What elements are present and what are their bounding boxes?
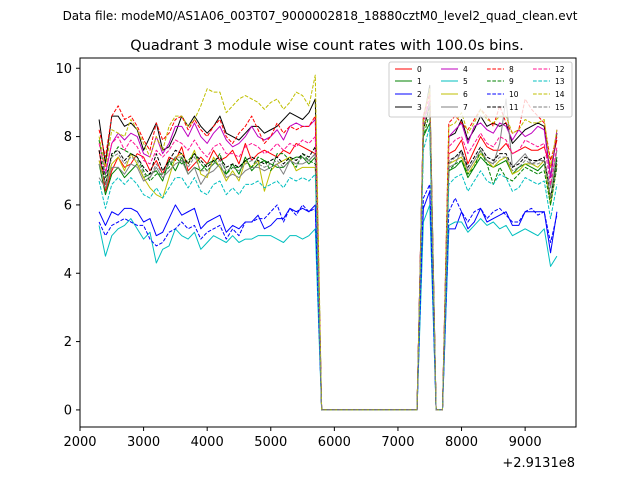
axes-frame [79, 57, 577, 428]
figure-suptitle: Data file: modeM0/AS1A06_003T07_90000028… [63, 9, 578, 23]
y-tick-label: 4 [64, 267, 72, 282]
legend-label-15: 15 [555, 103, 565, 112]
x-tick-label: 4000 [191, 435, 224, 450]
y-tick-label: 10 [55, 62, 72, 77]
legend-label-11: 11 [509, 103, 519, 112]
y-tick-label: 6 [64, 198, 72, 213]
x-tick-label: 8000 [445, 435, 478, 450]
legend-label-1: 1 [417, 77, 422, 86]
x-tick-label: 9000 [509, 435, 542, 450]
legend-label-13: 13 [555, 77, 565, 86]
legend-box [388, 61, 573, 118]
y-tick-label: 0 [64, 403, 72, 418]
legend-label-12: 12 [555, 65, 565, 74]
series-line-15 [98, 101, 558, 411]
legend-label-2: 2 [417, 90, 422, 99]
legend-label-4: 4 [463, 65, 468, 74]
x-tick-label: 7000 [381, 435, 414, 450]
x-tick-label: 5000 [254, 435, 287, 450]
legend-label-14: 14 [555, 90, 565, 99]
legend-label-6: 6 [463, 90, 468, 99]
legend-label-3: 3 [417, 103, 422, 112]
legend-label-8: 8 [509, 65, 514, 74]
legend-label-10: 10 [509, 90, 519, 99]
legend-label-9: 9 [509, 77, 514, 86]
plot-area [98, 74, 558, 411]
legend-label-5: 5 [463, 77, 468, 86]
legend-label-0: 0 [417, 65, 422, 74]
x-tick-label: 2000 [63, 435, 96, 450]
x-axis-offset-label: +2.9131e8 [502, 456, 575, 471]
legend-label-7: 7 [463, 103, 468, 112]
chart-title: Quadrant 3 module wise count rates with … [130, 38, 524, 54]
y-tick-label: 8 [64, 130, 72, 145]
x-tick-label: 6000 [318, 435, 351, 450]
y-tick-label: 2 [64, 335, 72, 350]
x-tick-label: 3000 [127, 435, 160, 450]
